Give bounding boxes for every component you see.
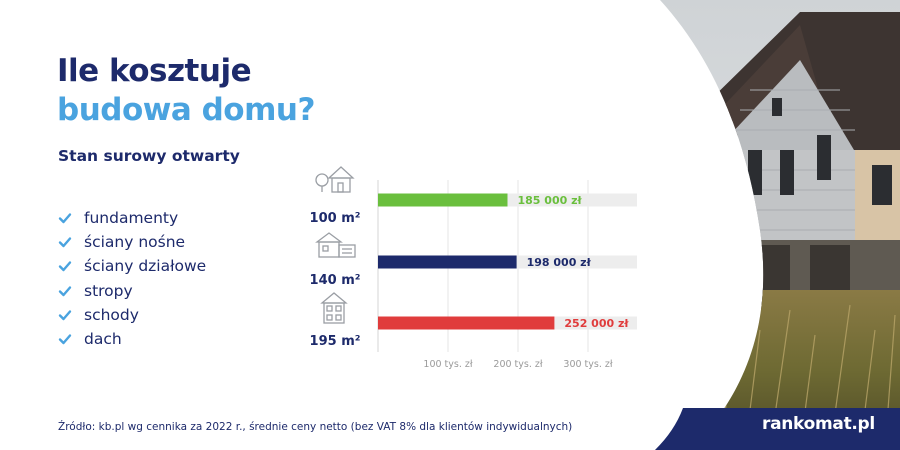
title-line-2: budowa domu? bbox=[57, 92, 315, 128]
checkmark-icon bbox=[58, 310, 72, 321]
checklist-item: ściany działowe bbox=[58, 254, 206, 278]
two-story-house-icon bbox=[320, 292, 348, 324]
checklist-item: stropy bbox=[58, 279, 206, 303]
checklist-item-label: fundamenty bbox=[84, 209, 179, 228]
checklist-item-label: schody bbox=[84, 305, 139, 324]
bar bbox=[378, 255, 517, 269]
checklist-item-label: ściany nośne bbox=[84, 233, 186, 252]
brand-logo-text: rankomat.pl bbox=[762, 414, 875, 434]
checklist: fundamenty ściany nośne ściany działowe … bbox=[58, 206, 206, 351]
checklist-item: dach bbox=[58, 327, 206, 351]
brand-strip bbox=[655, 408, 900, 450]
checklist-item-label: ściany działowe bbox=[84, 257, 207, 276]
house-with-garage-icon bbox=[315, 232, 356, 258]
checkmark-icon bbox=[58, 213, 72, 224]
bar-value-label: 185 000 zł bbox=[518, 194, 583, 207]
category-label: 140 m² bbox=[310, 273, 361, 288]
subtitle: Stan surowy otwarty bbox=[58, 147, 240, 165]
title-line-1: Ile kosztuje bbox=[57, 53, 252, 89]
checklist-item: schody bbox=[58, 303, 206, 327]
x-tick-label: 100 tys. zł bbox=[423, 359, 472, 370]
bar-value-label: 198 000 zł bbox=[527, 256, 592, 269]
price-bar-chart: 100 tys. zł 200 tys. zł 300 tys. zł 185 000… bbox=[310, 166, 637, 370]
checklist-item-label: dach bbox=[84, 330, 122, 349]
x-tick-label: 200 tys. zł bbox=[493, 359, 542, 370]
x-tick-label: 300 tys. zł bbox=[563, 359, 612, 370]
source-note: Źródło: kb.pl wg cennika za 2022 r., śre… bbox=[58, 421, 573, 433]
checkmark-icon bbox=[58, 261, 72, 272]
checklist-item-label: stropy bbox=[84, 281, 133, 300]
checkmark-icon bbox=[58, 285, 72, 296]
checklist-item: ściany nośne bbox=[58, 230, 206, 254]
checkmark-icon bbox=[58, 334, 72, 345]
bar bbox=[378, 193, 508, 207]
bar-value-label: 252 000 zł bbox=[564, 317, 629, 330]
category-label: 100 m² bbox=[310, 211, 361, 226]
checklist-item: fundamenty bbox=[58, 206, 206, 230]
house-with-tree-icon bbox=[315, 166, 355, 193]
checkmark-icon bbox=[58, 237, 72, 248]
bar bbox=[378, 316, 555, 330]
category-label: 195 m² bbox=[310, 334, 361, 349]
